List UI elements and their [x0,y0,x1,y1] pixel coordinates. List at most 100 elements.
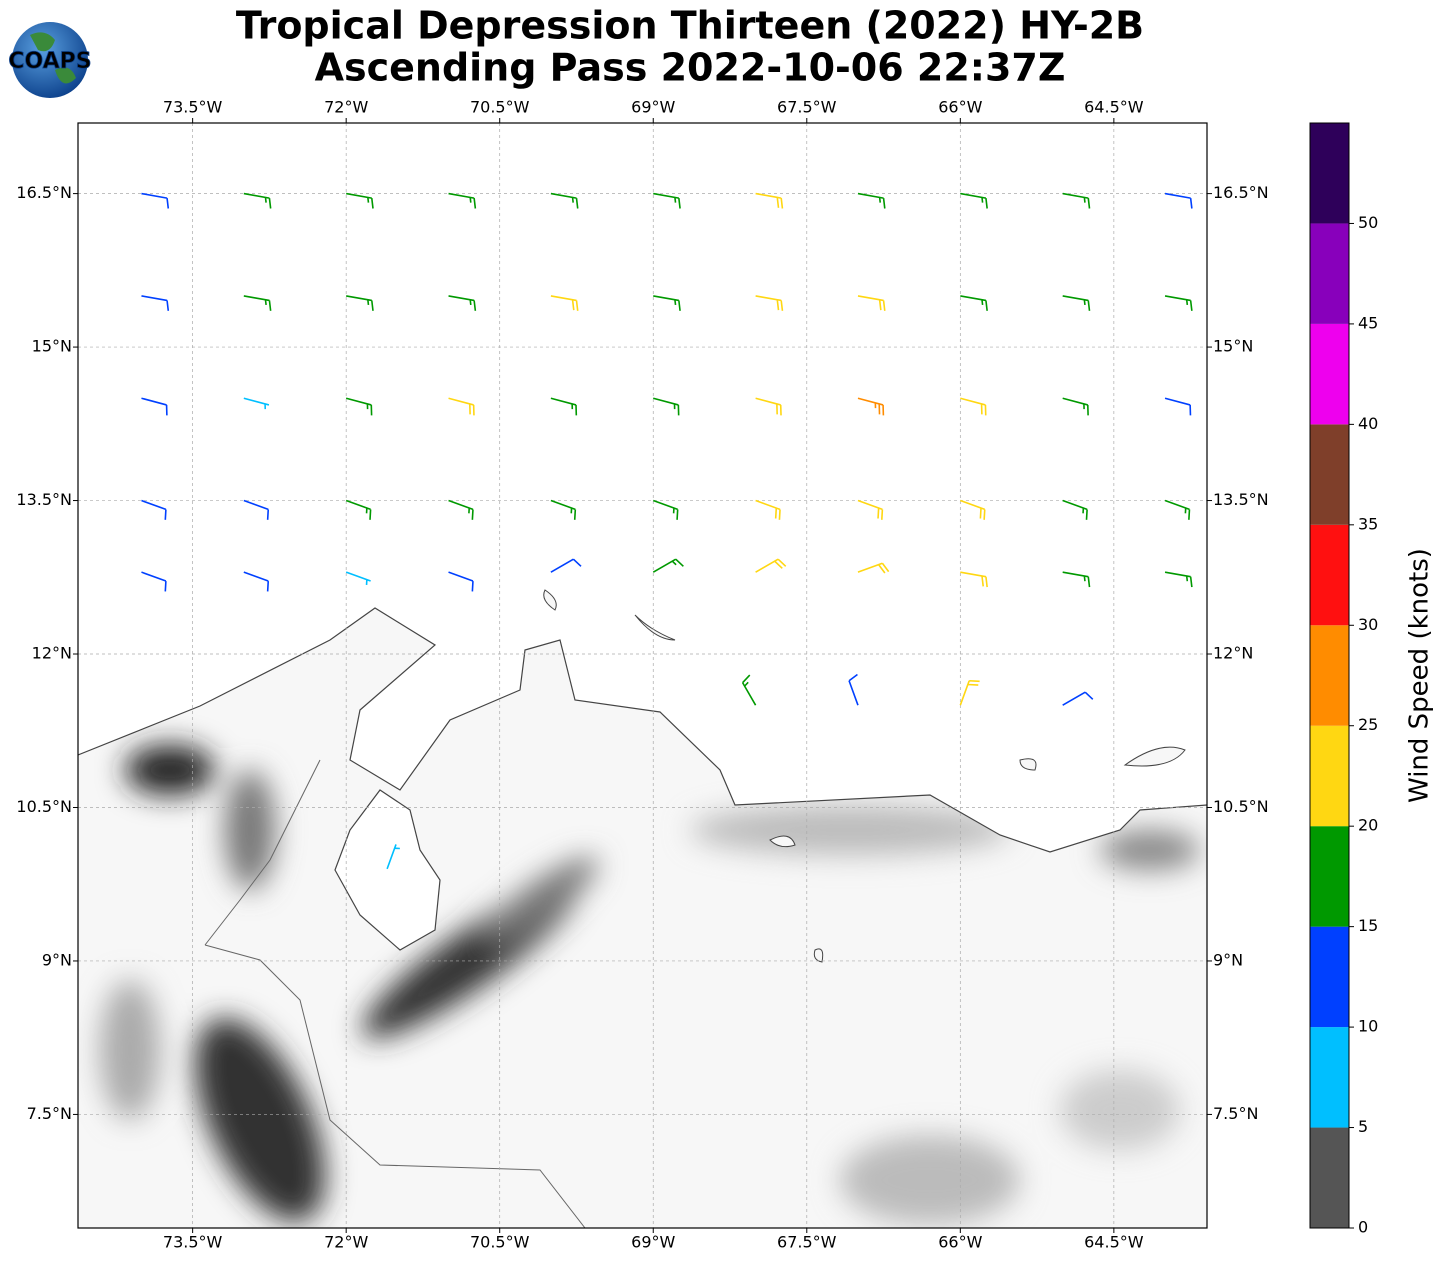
logo-text: COAPS [8,49,91,74]
y-tick-label: 12°N [1213,644,1253,663]
x-tick-label: 73.5°W [163,1233,223,1252]
colorbar-frame [1309,122,1350,1229]
wind-barb [1164,397,1192,416]
wind-barb [1062,192,1091,209]
axis-ticks: 73.5°W 73.5°W 72°W 72°W 70.5°W 70.5°W 69°W 69°W… [16,98,1268,1252]
wind-barb [960,192,988,209]
wind-barb [653,192,681,209]
wind-barb [857,192,886,209]
x-tick-label: 67.5°W [777,1233,837,1252]
lake-maracaibo [334,789,441,951]
wind-barb [448,499,474,520]
wind-barb [857,295,886,311]
wind-barb [960,397,987,416]
colorbar-label: Wind Speed (knots) [1405,548,1435,803]
colorbar-tick-label: 10 [1358,1017,1378,1036]
y-tick-label: 13.5°N [1213,490,1269,509]
wind-barb [141,192,170,209]
wind-barb [243,192,272,209]
y-tick-label: 13.5°N [16,490,72,509]
wind-barb [345,397,373,416]
terrain [100,745,1200,1225]
x-tick-label: 70.5°W [470,98,530,117]
wind-barb [1164,295,1193,311]
wind-barb [960,295,988,311]
wind-barb [755,192,784,209]
colorbar-tick-label: 50 [1358,213,1378,232]
colorbar-segment [1310,323,1349,425]
x-tick-label: 67.5°W [777,98,837,117]
x-tick-label: 64.5°W [1084,98,1144,117]
wind-barb [386,844,400,870]
y-tick-label: 9°N [42,950,72,969]
grid [78,123,1207,1228]
y-tick-label: 10.5°N [16,797,72,816]
wind-barb [755,499,781,520]
wind-barb [550,397,578,416]
wind-barb [857,499,884,520]
wind-barb [243,499,270,520]
wind-barb [141,397,168,416]
wind-barb [1164,192,1193,209]
colorbar-segment [1310,424,1349,525]
y-tick-label: 15°N [32,337,72,356]
colorbar-tick-label: 20 [1358,816,1378,835]
logo: COAPS [8,22,92,98]
island [543,589,1186,963]
y-tick-label: 16.5°N [1213,183,1269,202]
wind-barb [345,499,372,520]
title-line: Ascending Pass 2022-10-06 22:37Z [315,46,1066,90]
wind-barb [1164,499,1191,520]
wind-barb [960,499,986,520]
wind-barb [550,499,577,520]
land [78,608,1207,1228]
wind-barb [141,571,167,592]
colorbar-tick-label: 0 [1358,1218,1368,1237]
colorbar-tick-label: 40 [1358,414,1378,433]
wind-barb [550,558,582,573]
wind-barb [653,397,680,416]
colorbar-tick-label: 15 [1358,916,1378,935]
border [204,759,586,1228]
x-tick-label: 66°W [938,98,982,117]
x-tick-label: 66°W [938,1233,982,1252]
colorbar-segment [1310,1027,1349,1128]
wind-barb [141,295,170,311]
wind-barb [141,499,167,520]
wind-barb [243,397,270,410]
colorbar-tick-label: 25 [1358,715,1378,734]
x-tick-label: 70.5°W [470,1233,530,1252]
wind-barb [448,397,475,416]
wind-barb [960,571,988,588]
wind-barb [346,192,374,209]
x-tick-label: 64.5°W [1084,1233,1144,1252]
wind-barb [653,295,681,311]
y-tick-label: 9°N [1213,950,1243,969]
wind-barb [755,295,784,311]
wind-barb [652,558,684,573]
wind-barb [652,499,679,520]
wind-barb [1164,571,1193,588]
colorbar-tick-label: 5 [1358,1117,1368,1136]
y-tick-label: 12°N [32,644,72,663]
wind-barb [345,571,371,585]
colorbar-segment [1310,926,1349,1028]
colorbar-tick-label: 30 [1358,615,1378,634]
wind-barb [1062,397,1089,416]
wind-barb [550,192,579,209]
y-tick-label: 7.5°N [27,1104,72,1123]
colorbar: 0 5 10 15 20 25 30 35 40 45 50 Wind Speed (knots) [1309,122,1435,1237]
title-line: Tropical Depression Thirteen (2022) HY-2… [236,4,1144,48]
y-tick-label: 7.5°N [1213,1104,1258,1123]
wind-barb [346,295,374,311]
wind-barb [448,295,477,311]
wind-barb [848,673,859,706]
x-tick-label: 69°W [631,98,675,117]
map-area [78,123,1207,1228]
colorbar-tick-label: 45 [1358,313,1378,332]
y-tick-label: 10.5°N [1213,797,1269,816]
colorbar-segment [1310,123,1349,224]
wind-barb [1062,499,1088,520]
x-tick-label: 69°W [631,1233,675,1252]
wind-barb [1062,691,1094,706]
